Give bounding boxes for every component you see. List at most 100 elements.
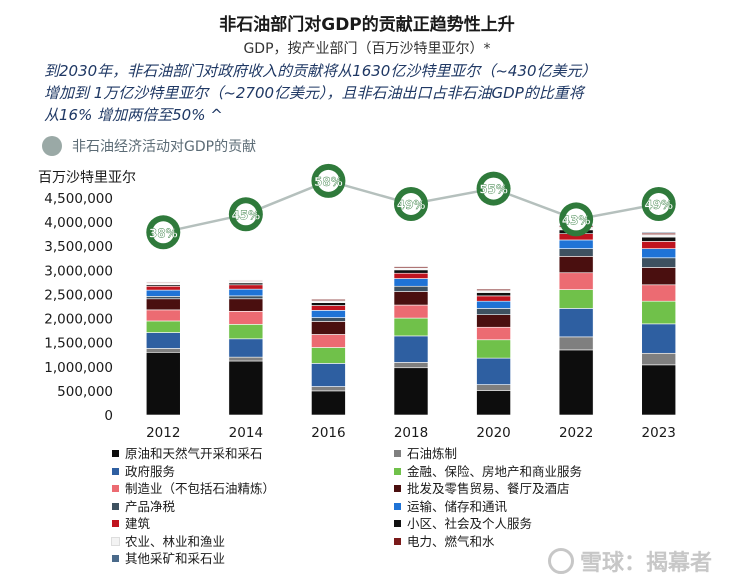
share-data-label: 43% [562,213,591,227]
bar-segment [228,295,264,300]
x-tick-label: 2012 [146,425,180,441]
legend-item: 其他采矿和采石业 [112,550,394,568]
share-data-label: 49% [397,198,426,212]
bar-segment [311,302,346,306]
x-tick-label: 2014 [229,425,263,441]
bar-segment [641,323,677,354]
bar-segment [476,384,511,391]
bar-segment [145,285,181,291]
x-tick-label: 2018 [394,425,428,441]
legend-item: 运输、储存和通讯 [394,498,632,516]
y-tick-label: 500,000 [57,384,113,400]
legend-swatch [394,467,401,475]
chart-subtitle: GDP，按产业部门（百万沙特里亚尔）* [243,41,491,57]
legend-label: 电力、燃气和水 [407,533,495,549]
share-marker-inner [647,193,670,215]
y-tick-label: 1,000,000 [44,360,113,376]
bar-segment [145,309,181,322]
y-tick-label: 4,500,000 [44,191,113,207]
share-marker-inner [565,208,588,231]
bar-segment [393,265,429,267]
bar-segment [145,332,181,349]
bar-segment [641,364,677,416]
legend-swatch [394,537,401,545]
bar-segment [393,304,429,319]
legend-label: 原油和天然气开采和采石 [125,446,263,461]
bar-segment [311,317,346,322]
bar-segment [228,356,264,362]
bar-segment [145,320,181,333]
legend-item: 产品净税 [112,498,394,516]
legend-item: 批发及零售贸易、餐厅及酒店 [394,480,632,498]
bar-segment [641,300,677,325]
legend-label: 金融、保险、房地产和商业服务 [407,463,583,479]
legend-label: 小区、社会及个人服务 [407,516,533,531]
bar-segment [641,267,677,286]
x-tick-label: 2023 [642,425,676,441]
legend-swatch [112,450,119,458]
share-data-label: 45% [231,208,260,222]
y-axis-title: 百万沙特里亚尔 [38,170,136,186]
bar-segment [311,334,346,348]
bar-segment [393,291,429,306]
legend-swatch [112,502,119,510]
y-tick-label: 4,000,000 [44,215,113,231]
bar-segment [311,310,346,318]
share-marker-inner [234,203,257,226]
legend-label: 建筑 [125,516,151,531]
bar-segment [558,248,594,257]
chart-title: 非石油部门对GDP的贡献正趋势性上升 [219,15,515,35]
bar-segment [393,335,429,363]
share-data-label: 49% [644,198,673,212]
legend-item: 石油炼制 [394,445,632,463]
legend-item: 建筑 [112,515,394,533]
share-marker-inner [317,169,340,192]
bar-segment [641,234,677,238]
legend-label: 石油炼制 [407,446,458,461]
bar-segment [311,390,346,416]
bar-segment [228,279,264,281]
legend-item: 原油和天然气开采和采石 [112,445,394,463]
bar-segment [558,289,594,309]
bar-segment [311,347,346,364]
bar-segment [311,298,346,300]
legend-item: 农业、林业和渔业 [111,533,394,551]
legend-label: 批发及零售贸易、餐厅及酒店 [407,481,570,496]
bar-segment [145,289,181,297]
bar-segment [476,300,511,309]
bar-segment [476,357,511,385]
bar-segment [558,308,594,338]
legend-label: 运输、储存和通讯 [407,498,508,514]
bar-segment [393,278,429,287]
note-line: 到2030年，非石油部门对政府收入的贡献将从1630亿沙特里亚尔（~430亿美元… [44,62,597,80]
y-tick-label: 2,000,000 [44,312,113,328]
share-marker-inner [400,193,422,215]
share-legend-label: 非石油经济活动对GDP的贡献 [72,139,257,155]
bar-segment [311,363,346,387]
legend-label: 制造业（不包括石油精炼） [125,481,276,496]
bar-segment [558,349,594,416]
legend-item: 小区、社会及个人服务 [394,515,632,533]
bar-segment [228,288,264,297]
bar-segment [393,317,429,337]
bar-segment [393,362,429,369]
bar-segment [476,288,511,290]
legend-swatch [394,520,401,528]
bar-segment [641,231,677,234]
snowball-logo-icon [547,548,574,574]
bar-segment [641,241,677,249]
bar-segment [476,326,511,341]
bar-segment [393,272,429,279]
x-tick-label: 2022 [559,425,593,441]
bar-segment [145,352,181,416]
legend-swatch [112,485,119,493]
legend-swatch [112,467,119,475]
legend-label: 农业、林业和渔业 [125,533,226,549]
bar-segment [145,348,181,353]
legend-swatch [112,520,119,528]
bar-segment [476,339,511,359]
bar-segment [311,305,346,311]
series-legend: 原油和天然气开采和采石 石油炼制 政府服务 金融、保险、房地产和商业服务 制造业（不包括… [111,445,632,568]
legend-label: 其他采矿和采石业 [125,551,226,566]
bar-segment [641,352,677,366]
